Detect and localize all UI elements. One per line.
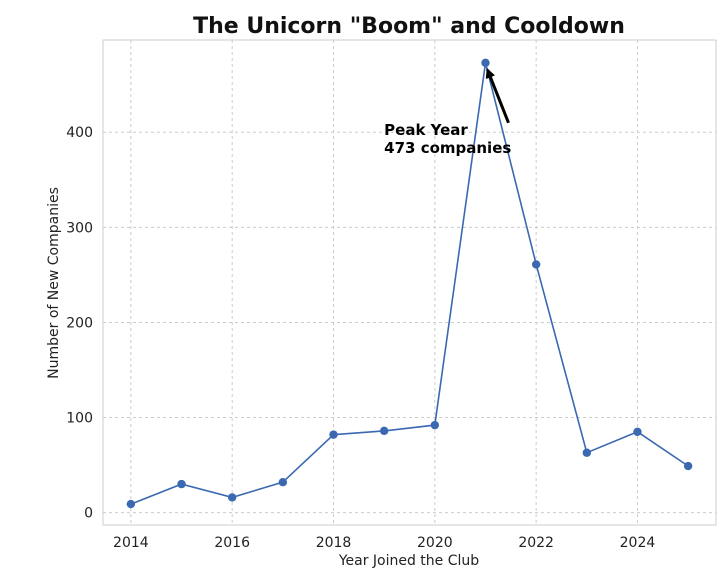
data-point xyxy=(177,479,186,489)
grid xyxy=(103,40,716,525)
x-tick-label: 2024 xyxy=(620,535,656,551)
y-tick-label: 100 xyxy=(66,411,93,427)
data-point xyxy=(126,499,136,509)
chart-title: The Unicorn "Boom" and Cooldown xyxy=(193,14,625,39)
data-series xyxy=(126,58,693,509)
annotation-line-1: Peak Year xyxy=(384,121,468,139)
y-axis-label: Number of New Companies xyxy=(46,187,62,379)
data-point xyxy=(379,426,389,436)
data-point xyxy=(582,448,592,457)
annotation-text: Peak Year 473 companies xyxy=(384,121,511,157)
data-point xyxy=(481,58,490,68)
x-tick-label: 2020 xyxy=(417,535,453,551)
x-tick-label: 2014 xyxy=(113,535,149,551)
x-axis-ticks: 2014 2016 2018 2020 2022 2024 xyxy=(113,535,655,551)
x-tick-label: 2016 xyxy=(214,535,250,551)
data-point xyxy=(227,493,237,502)
annotation-arrow xyxy=(485,67,510,124)
y-tick-label: 200 xyxy=(66,315,93,331)
data-point xyxy=(531,260,541,269)
y-axis-ticks: 0 100 200 300 400 xyxy=(66,125,93,521)
x-axis-label: Year Joined the Club xyxy=(338,553,479,569)
x-tick-label: 2022 xyxy=(518,535,554,551)
peak-annotation: Peak Year 473 companies xyxy=(384,67,511,157)
x-tick-label: 2018 xyxy=(316,535,352,551)
annotation-line-2: 473 companies xyxy=(384,139,511,157)
y-tick-label: 0 xyxy=(84,506,93,522)
plot-frame xyxy=(102,39,717,526)
data-point xyxy=(430,420,440,430)
data-point xyxy=(683,461,693,471)
y-tick-label: 400 xyxy=(66,125,93,141)
series-line xyxy=(130,62,689,505)
data-point xyxy=(329,430,338,439)
data-point xyxy=(278,478,288,487)
data-point xyxy=(633,427,642,437)
y-tick-label: 300 xyxy=(66,220,93,236)
